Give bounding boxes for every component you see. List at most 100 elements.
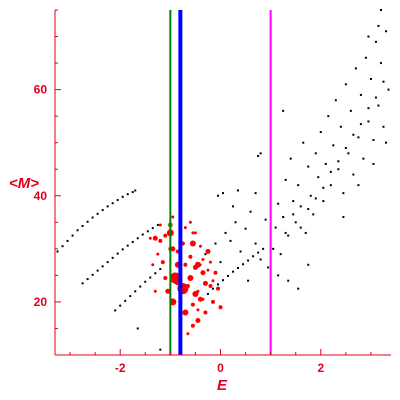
- data-point: [144, 280, 147, 283]
- data-point: [188, 254, 193, 259]
- data-point: [116, 199, 119, 202]
- data-point: [307, 263, 310, 266]
- data-point: [219, 261, 222, 264]
- data-point: [237, 189, 240, 192]
- data-point: [357, 136, 360, 139]
- data-point: [287, 279, 290, 282]
- data-point: [196, 289, 200, 293]
- data-point: [71, 234, 74, 237]
- data-point: [294, 221, 297, 224]
- data-point: [213, 270, 218, 275]
- data-point: [149, 276, 152, 279]
- y-tick-label: 40: [34, 189, 48, 203]
- data-point: [284, 231, 287, 234]
- data-point: [159, 348, 162, 351]
- data-point: [352, 173, 355, 176]
- data-point: [182, 309, 189, 316]
- data-point: [126, 193, 129, 196]
- data-point: [91, 273, 94, 276]
- data-point: [201, 257, 205, 261]
- data-point: [163, 233, 168, 238]
- axes: -2 0 2 20 40 60 E <M>: [9, 9, 391, 394]
- data-point: [165, 288, 171, 294]
- data-point: [185, 284, 190, 288]
- x-tick-label: 0: [217, 361, 224, 375]
- data-point: [259, 258, 262, 261]
- data-point: [279, 253, 282, 256]
- data-point: [337, 160, 340, 163]
- data-point: [163, 276, 168, 281]
- data-point: [121, 195, 124, 198]
- data-point: [322, 200, 325, 203]
- data-point: [329, 170, 332, 173]
- data-point: [262, 247, 265, 250]
- data-point: [344, 83, 347, 86]
- data-point: [377, 24, 380, 27]
- data-point: [307, 208, 310, 211]
- data-point: [267, 266, 270, 269]
- data-point: [247, 279, 250, 282]
- data-point: [329, 184, 332, 187]
- plot-area: [56, 9, 390, 355]
- data-point: [106, 261, 109, 264]
- data-point: [374, 96, 377, 99]
- data-point: [302, 141, 305, 144]
- data-point: [327, 115, 330, 118]
- data-point: [334, 99, 337, 102]
- data-point: [374, 40, 377, 43]
- x-tick-label: 2: [317, 361, 324, 375]
- data-point: [354, 67, 357, 70]
- data-point: [232, 205, 235, 208]
- data-point: [367, 107, 370, 110]
- data-point: [134, 290, 137, 293]
- data-point: [387, 88, 390, 91]
- data-point: [171, 215, 175, 219]
- data-point: [254, 242, 257, 245]
- data-point: [239, 250, 242, 253]
- data-point: [344, 147, 347, 149]
- data-point: [297, 184, 300, 187]
- data-point: [129, 295, 132, 298]
- data-point: [76, 229, 79, 232]
- data-point: [379, 9, 382, 11]
- data-point: [148, 236, 152, 240]
- data-point: [101, 209, 104, 212]
- data-point: [234, 221, 237, 224]
- data-point: [307, 165, 310, 168]
- data-point: [194, 261, 201, 268]
- data-point: [81, 225, 84, 228]
- data-point: [367, 35, 370, 38]
- data-point: [187, 275, 194, 282]
- data-point: [160, 260, 165, 265]
- data-point: [131, 240, 134, 243]
- data-point: [205, 249, 211, 254]
- data-point: [158, 238, 163, 243]
- data-point: [216, 194, 219, 197]
- data-point: [362, 157, 365, 160]
- data-point: [86, 220, 89, 223]
- data-point: [197, 296, 203, 302]
- data-point: [229, 239, 232, 242]
- data-point: [352, 133, 355, 136]
- data-point: [151, 227, 154, 230]
- data-point: [206, 268, 210, 272]
- data-point: [136, 237, 139, 240]
- data-point: [257, 251, 260, 254]
- data-point: [136, 327, 139, 330]
- data-point: [324, 162, 327, 165]
- data-point: [309, 194, 312, 197]
- data-point: [254, 192, 257, 195]
- data-point: [192, 290, 199, 297]
- data-point: [91, 216, 94, 219]
- data-point: [204, 253, 207, 256]
- data-point: [224, 231, 227, 234]
- data-point: [156, 223, 159, 226]
- data-point: [159, 268, 162, 271]
- data-point: [379, 62, 382, 65]
- x-tick-label: -2: [115, 361, 126, 375]
- data-point: [347, 152, 350, 155]
- data-point: [124, 299, 127, 302]
- data-point: [215, 286, 220, 291]
- data-point: [190, 302, 195, 307]
